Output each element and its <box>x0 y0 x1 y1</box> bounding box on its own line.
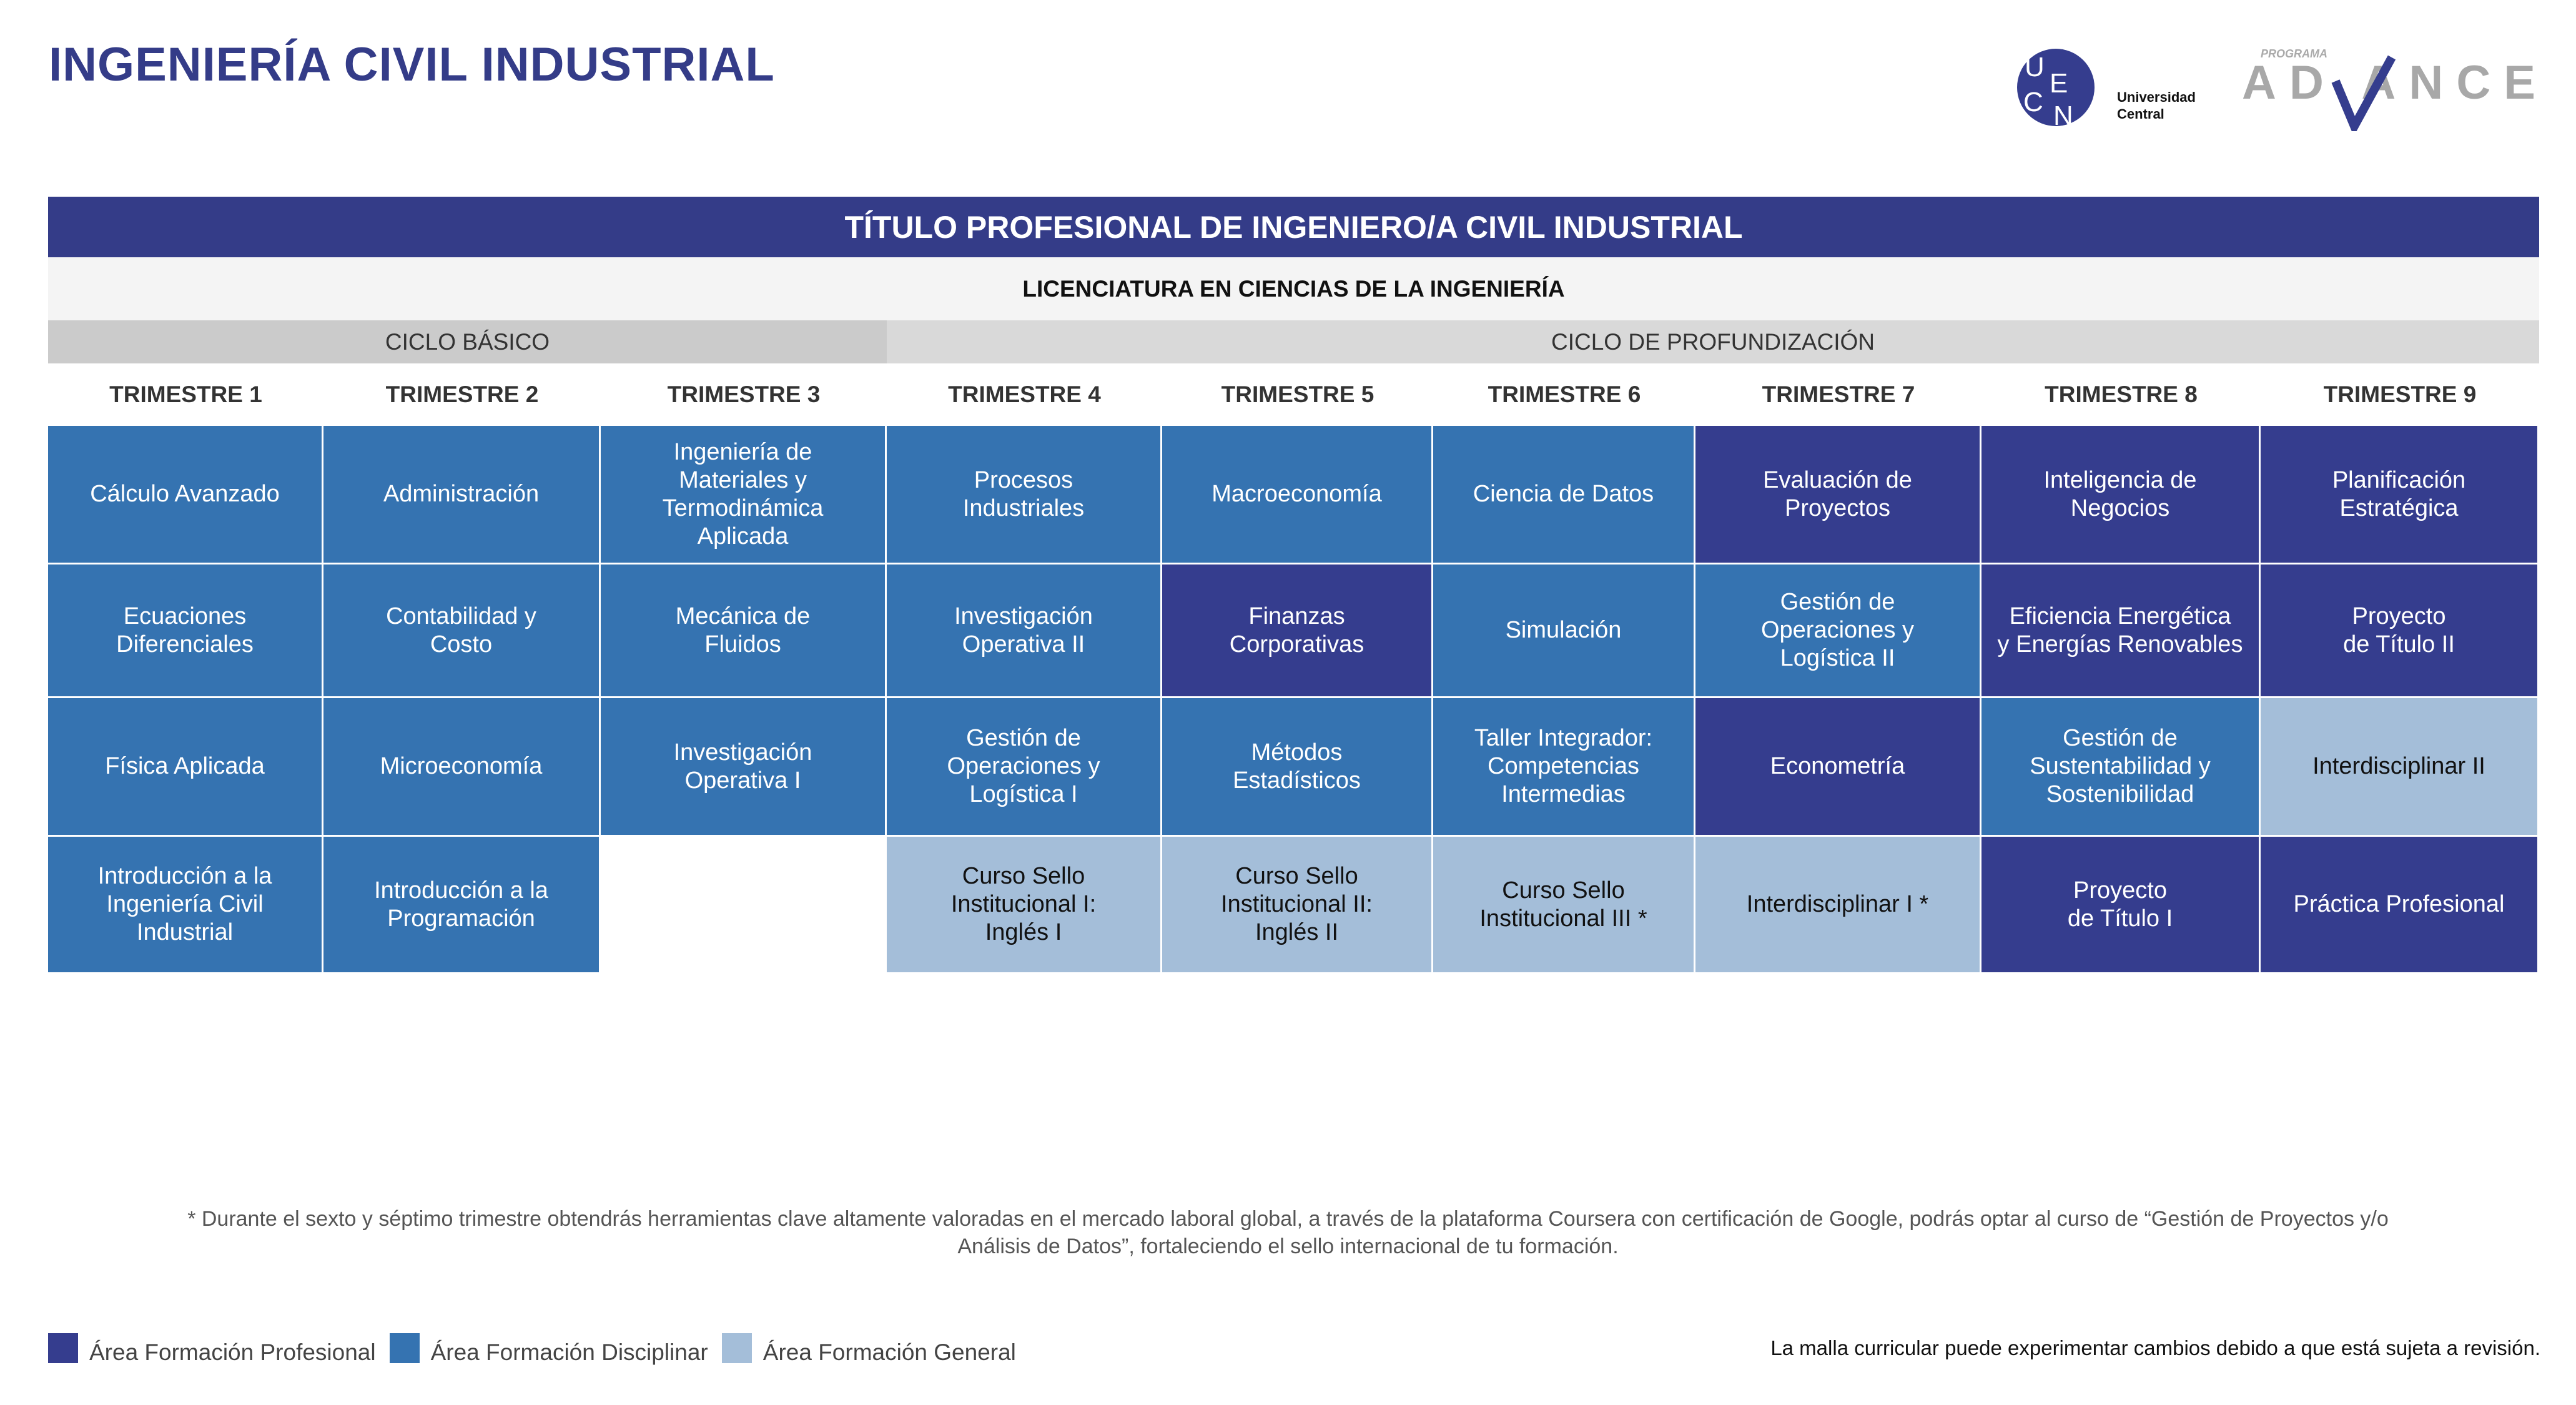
trimestre-header: TRIMESTRE 6 <box>1488 382 1641 407</box>
course-cell: Curso Sello Institucional III * <box>1433 837 1695 974</box>
disclaimer: La malla curricular puede experimentar c… <box>1770 1336 2540 1359</box>
empty-cell <box>601 837 887 974</box>
course-cell: Taller Integrador: Competencias Intermed… <box>1433 698 1695 837</box>
svg-text:Universidad: Universidad <box>2117 89 2196 105</box>
course-cell: Proyecto de Título I <box>1981 837 2261 974</box>
course-cell: Curso Sello Institucional I: Inglés I <box>887 837 1162 974</box>
svg-text:U: U <box>2025 52 2045 82</box>
cycle-basic: CICLO BÁSICO <box>48 320 887 363</box>
legend-item: Área Formación General <box>721 1333 1016 1366</box>
svg-text:PROGRAMA: PROGRAMA <box>2261 47 2327 60</box>
legend: Área Formación Profesional Área Formación… <box>48 1333 1030 1366</box>
svg-text:N: N <box>2053 101 2073 131</box>
course-cell: Evaluación de Proyectos <box>1695 426 1981 564</box>
course-cell: Investigación Operativa I <box>601 698 887 837</box>
legend-swatch <box>389 1333 420 1363</box>
cycle-profundizacion: CICLO DE PROFUNDIZACIÓN <box>887 320 2539 363</box>
course-cell: Introducción a la Ingeniería Civil Indus… <box>48 837 323 974</box>
licenciatura-title: LICENCIATURA EN CIENCIAS DE LA INGENIERÍ… <box>48 257 2539 320</box>
svg-text:Central: Central <box>2117 106 2164 122</box>
course-cell: Eficiencia Energética y Energías Renovab… <box>1981 564 2261 698</box>
course-cell: Métodos Estadísticos <box>1162 698 1433 837</box>
course-cell: Simulación <box>1433 564 1695 698</box>
course-cell: Proyecto de Título II <box>2261 564 2539 698</box>
course-cell: Física Aplicada <box>48 698 323 837</box>
trimestre-header: TRIMESTRE 5 <box>1221 382 1374 407</box>
degree-title: TÍTULO PROFESIONAL DE INGENIERO/A CIVIL … <box>48 197 2539 257</box>
legend-label: Área Formación General <box>762 1339 1016 1365</box>
universidad-central-logo: U E C N Universidad Central <box>2017 44 2223 131</box>
course-cell: Macroeconomía <box>1162 426 1433 564</box>
course-cell: Mecánica de Fluidos <box>601 564 887 698</box>
footnote: * Durante el sexto y séptimo trimestre o… <box>187 1207 2389 1258</box>
course-cell: Gestión de Sustentabilidad y Sostenibili… <box>1981 698 2261 837</box>
trimestre-header: TRIMESTRE 3 <box>667 382 821 407</box>
course-cell: Ecuaciones Diferenciales <box>48 564 323 698</box>
course-grid: TRIMESTRE 1 TRIMESTRE 2 TRIMESTRE 3 TRIMEST… <box>48 363 2539 974</box>
course-cell: Contabilidad y Costo <box>323 564 601 698</box>
curriculum-table: TÍTULO PROFESIONAL DE INGENIERO/A CIVIL … <box>48 197 2539 974</box>
course-cell: Finanzas Corporativas <box>1162 564 1433 698</box>
course-cell: Inteligencia de Negocios <box>1981 426 2261 564</box>
trimestre-header: TRIMESTRE 2 <box>385 382 539 407</box>
trimestre-header: TRIMESTRE 8 <box>2045 382 2198 407</box>
course-cell: Econometría <box>1695 698 1981 837</box>
course-cell: Interdisciplinar II <box>2261 698 2539 837</box>
trimestre-header: TRIMESTRE 1 <box>109 382 262 407</box>
programa-advance-logo: PROGRAMA AD ANCE <box>2242 44 2542 137</box>
course-cell: Ciencia de Datos <box>1433 426 1695 564</box>
svg-text:E: E <box>2050 68 2068 99</box>
trimestre-header: TRIMESTRE 7 <box>1762 382 1915 407</box>
trimestre-header: TRIMESTRE 9 <box>2323 382 2477 407</box>
course-cell: Procesos Industriales <box>887 426 1162 564</box>
legend-label: Área Formación Disciplinar <box>430 1339 708 1365</box>
course-cell: Interdisciplinar I * <box>1695 837 1981 974</box>
legend-item: Área Formación Profesional <box>48 1333 376 1366</box>
course-cell: Investigación Operativa II <box>887 564 1162 698</box>
course-cell: Cálculo Avanzado <box>48 426 323 564</box>
course-cell: Introducción a la Programación <box>323 837 601 974</box>
svg-text:C: C <box>2023 87 2043 117</box>
course-cell: Curso Sello Institucional II: Inglés II <box>1162 837 1433 974</box>
course-cell: Administración <box>323 426 601 564</box>
course-cell: Gestión de Operaciones y Logística II <box>1695 564 1981 698</box>
trimestre-header: TRIMESTRE 4 <box>948 382 1101 407</box>
legend-swatch <box>48 1333 78 1363</box>
course-cell: Ingeniería de Materiales y Termodinámica… <box>601 426 887 564</box>
legend-item: Área Formación Disciplinar <box>389 1333 708 1366</box>
legend-swatch <box>721 1333 752 1363</box>
course-cell: Gestión de Operaciones y Logística I <box>887 698 1162 837</box>
course-cell: Planificación Estratégica <box>2261 426 2539 564</box>
legend-label: Área Formación Profesional <box>89 1339 376 1365</box>
page-title: INGENIERÍA CIVIL INDUSTRIAL <box>49 38 775 91</box>
course-cell: Práctica Profesional <box>2261 837 2539 974</box>
course-cell: Microeconomía <box>323 698 601 837</box>
